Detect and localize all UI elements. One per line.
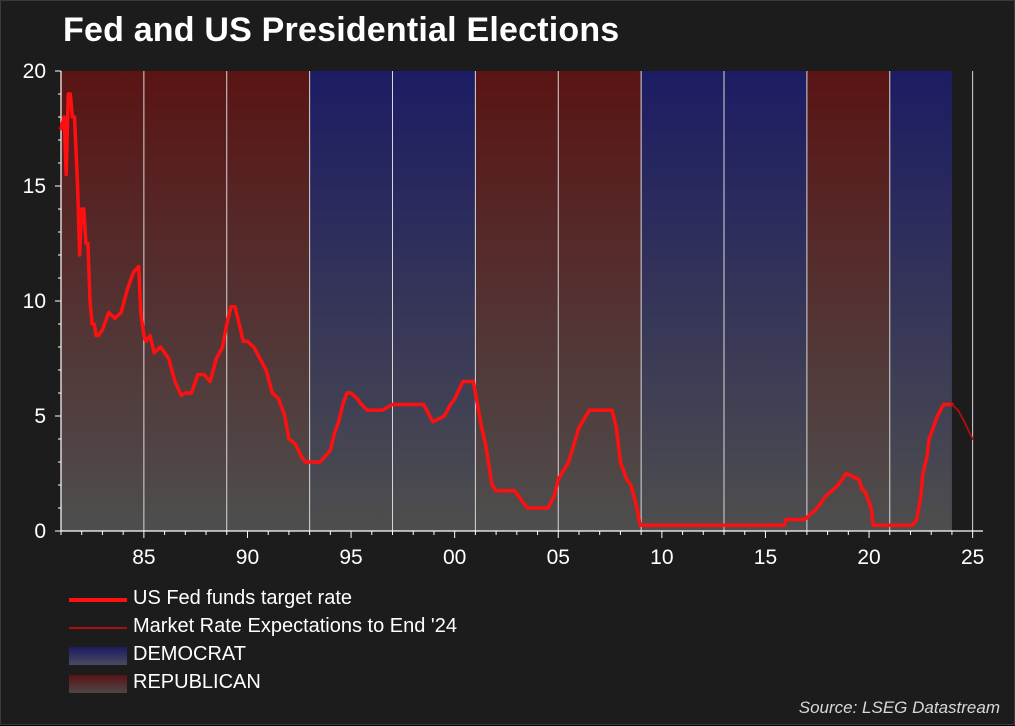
legend-item-democrat: DEMOCRAT bbox=[69, 642, 549, 670]
legend-label-expectations: Market Rate Expectations to End '24 bbox=[133, 615, 457, 637]
x-tick-label: 00 bbox=[443, 546, 466, 569]
x-tick-label: 20 bbox=[857, 546, 880, 569]
x-tick-label: 95 bbox=[339, 546, 362, 569]
source-note: Source: LSEG Datastream bbox=[798, 698, 1000, 717]
term-lines bbox=[143, 71, 974, 531]
x-tick-label: 90 bbox=[236, 546, 259, 569]
legend-swatch-expectations bbox=[69, 627, 127, 629]
y-tick-label: 15 bbox=[23, 175, 46, 198]
party-bands bbox=[61, 71, 952, 531]
chart-title: Fed and US Presidential Elections bbox=[63, 11, 620, 49]
legend-label-democrat: DEMOCRAT bbox=[133, 643, 246, 665]
legend-item-fed: US Fed funds target rate bbox=[69, 586, 549, 614]
x-tick-label: 15 bbox=[754, 546, 777, 569]
band-democrat bbox=[889, 71, 952, 531]
x-tick-label: 05 bbox=[547, 546, 570, 569]
series-expectations-line bbox=[950, 403, 974, 440]
legend-swatch-democrat bbox=[69, 647, 127, 665]
x-tick-label: 85 bbox=[132, 546, 155, 569]
series-lines bbox=[59, 92, 974, 528]
y-tick-label: 0 bbox=[34, 520, 46, 543]
band-republican bbox=[806, 71, 890, 531]
x-tick-label: 10 bbox=[650, 546, 673, 569]
legend: US Fed funds target rate Market Rate Exp… bbox=[69, 586, 549, 698]
band-republican bbox=[61, 71, 310, 531]
y-tick-label: 5 bbox=[34, 405, 46, 428]
legend-item-republican: REPUBLICAN bbox=[69, 670, 549, 698]
legend-label-fed: US Fed funds target rate bbox=[133, 587, 353, 609]
series-fed-funds-line bbox=[59, 92, 954, 528]
x-tick-label: 25 bbox=[961, 546, 984, 569]
legend-swatch-republican bbox=[69, 675, 127, 693]
legend-item-expectations: Market Rate Expectations to End '24 bbox=[69, 614, 549, 642]
legend-swatch-fed bbox=[69, 598, 127, 602]
legend-label-republican: REPUBLICAN bbox=[133, 671, 261, 693]
y-tick-label: 20 bbox=[23, 60, 46, 83]
y-tick-label: 10 bbox=[23, 290, 46, 313]
